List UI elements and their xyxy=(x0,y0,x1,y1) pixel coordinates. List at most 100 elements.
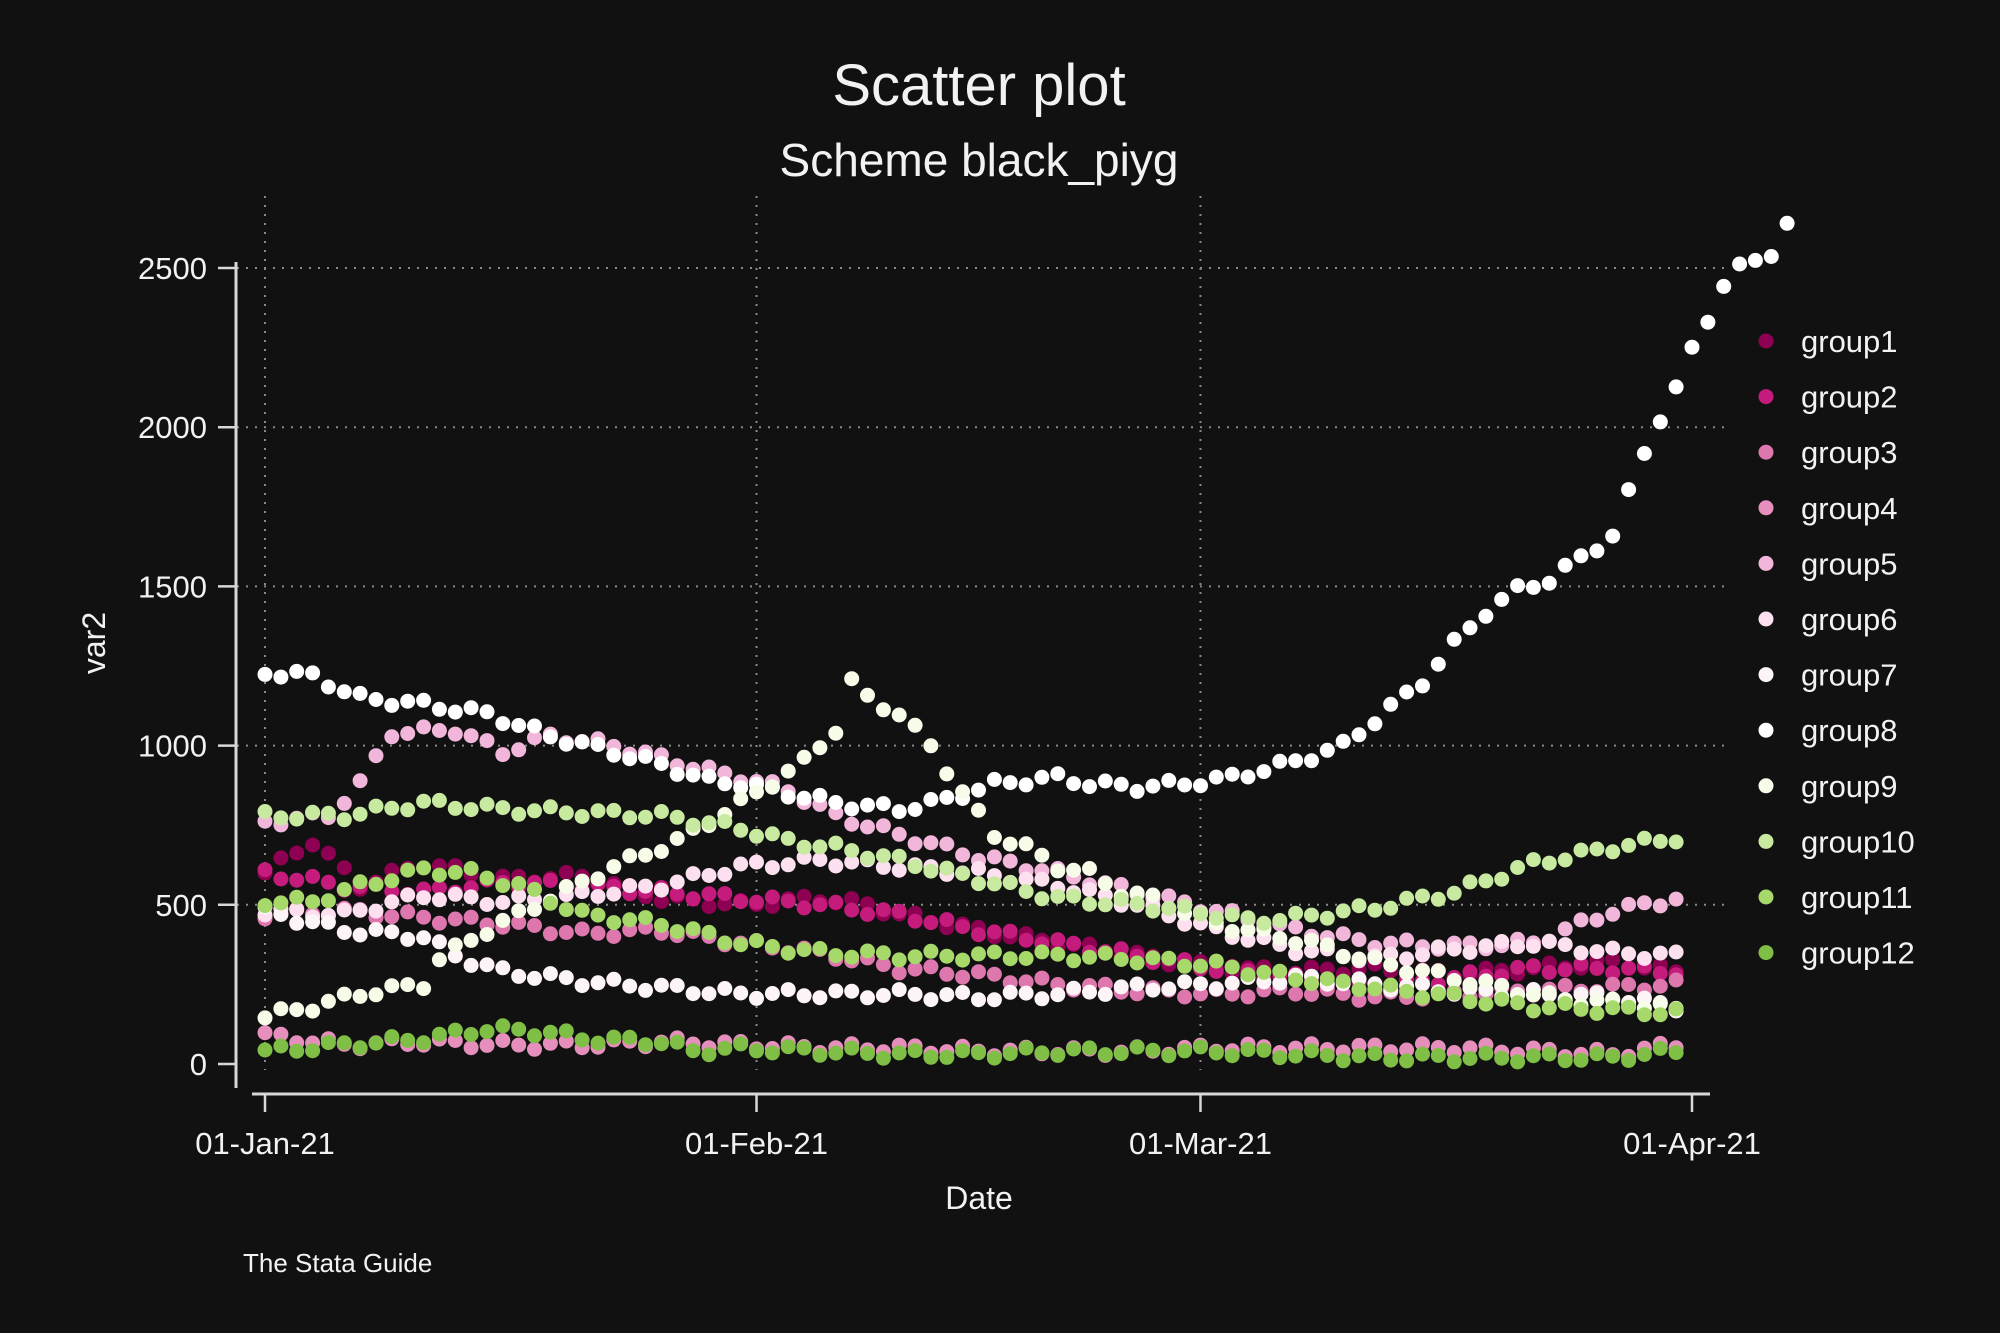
data-point xyxy=(1097,986,1113,1002)
legend-marker xyxy=(1758,500,1774,516)
data-point xyxy=(764,1045,780,1061)
data-point xyxy=(1415,1046,1430,1062)
data-point xyxy=(542,729,558,745)
data-point xyxy=(558,879,574,894)
data-point xyxy=(1557,1053,1573,1069)
data-point xyxy=(463,700,479,716)
data-point xyxy=(1525,938,1541,954)
data-point xyxy=(891,1045,907,1061)
data-point xyxy=(289,1002,305,1018)
data-point xyxy=(590,925,606,941)
data-point xyxy=(447,886,463,902)
data-point xyxy=(986,924,1002,940)
data-point xyxy=(1700,314,1716,330)
data-point xyxy=(1430,656,1446,672)
data-point xyxy=(780,893,796,909)
data-point xyxy=(1034,944,1050,960)
data-point xyxy=(638,809,653,825)
data-point xyxy=(590,871,606,887)
data-point xyxy=(273,871,289,887)
data-point xyxy=(1224,924,1240,939)
data-point xyxy=(796,888,812,904)
data-point xyxy=(986,1050,1002,1066)
data-point xyxy=(479,1024,495,1040)
data-point xyxy=(305,837,321,853)
data-point xyxy=(1304,976,1319,992)
data-point xyxy=(495,1033,511,1048)
data-point xyxy=(1589,1046,1605,1062)
data-point xyxy=(1652,978,1668,994)
data-point xyxy=(384,1029,400,1045)
data-point xyxy=(875,818,891,834)
data-point xyxy=(1541,1046,1557,1062)
data-point xyxy=(1399,983,1415,999)
data-point xyxy=(1288,919,1304,935)
legend-label: group12 xyxy=(1801,936,1915,971)
data-point xyxy=(1557,852,1573,868)
data-point xyxy=(542,895,558,911)
data-point xyxy=(511,968,527,984)
data-point xyxy=(463,728,479,744)
data-point xyxy=(336,925,352,940)
data-point xyxy=(463,889,479,905)
data-point xyxy=(780,763,796,779)
data-point xyxy=(1208,953,1224,969)
data-point xyxy=(511,718,527,733)
data-point xyxy=(431,880,447,895)
data-point xyxy=(336,1035,352,1051)
data-point xyxy=(273,810,289,826)
data-point xyxy=(1573,842,1589,858)
data-point xyxy=(1113,892,1129,907)
data-point xyxy=(416,930,432,946)
data-point xyxy=(907,836,923,852)
data-point xyxy=(305,868,321,884)
data-point xyxy=(812,897,828,913)
data-point xyxy=(1018,1040,1034,1056)
data-point xyxy=(749,933,764,949)
data-point xyxy=(1224,766,1240,782)
data-point xyxy=(447,911,463,927)
data-point xyxy=(875,796,891,812)
data-point xyxy=(1335,733,1351,749)
data-point xyxy=(447,937,463,953)
data-point xyxy=(638,847,653,863)
y-axis-label: var2 xyxy=(76,612,112,674)
legend-label: group3 xyxy=(1801,435,1898,470)
data-point xyxy=(400,931,416,947)
data-point xyxy=(511,914,527,930)
data-point xyxy=(1732,256,1748,272)
data-point xyxy=(1367,950,1383,966)
data-point xyxy=(733,780,749,796)
data-point xyxy=(1272,930,1288,946)
data-point xyxy=(749,894,764,910)
data-point xyxy=(273,1038,289,1054)
data-point xyxy=(653,882,669,898)
data-point xyxy=(527,902,542,917)
data-point xyxy=(1129,783,1145,799)
data-point xyxy=(368,748,384,764)
data-point xyxy=(352,988,368,1004)
data-point xyxy=(431,915,447,931)
data-point xyxy=(336,812,352,828)
data-point xyxy=(257,862,273,878)
data-point xyxy=(352,685,368,701)
data-point xyxy=(511,806,527,822)
data-point xyxy=(1621,896,1637,912)
data-point xyxy=(1430,939,1446,955)
data-point xyxy=(923,1049,939,1065)
data-point xyxy=(1224,975,1240,991)
data-point xyxy=(891,707,907,723)
data-point xyxy=(1208,1045,1224,1061)
data-point xyxy=(875,945,891,961)
data-point xyxy=(289,663,305,679)
data-point xyxy=(1383,1052,1399,1068)
data-point xyxy=(320,679,336,695)
data-point xyxy=(1034,871,1050,887)
data-point xyxy=(400,802,416,818)
data-point xyxy=(923,863,939,879)
data-point xyxy=(447,800,463,816)
data-point xyxy=(273,850,289,866)
data-point xyxy=(860,850,875,866)
data-point xyxy=(1525,852,1541,868)
